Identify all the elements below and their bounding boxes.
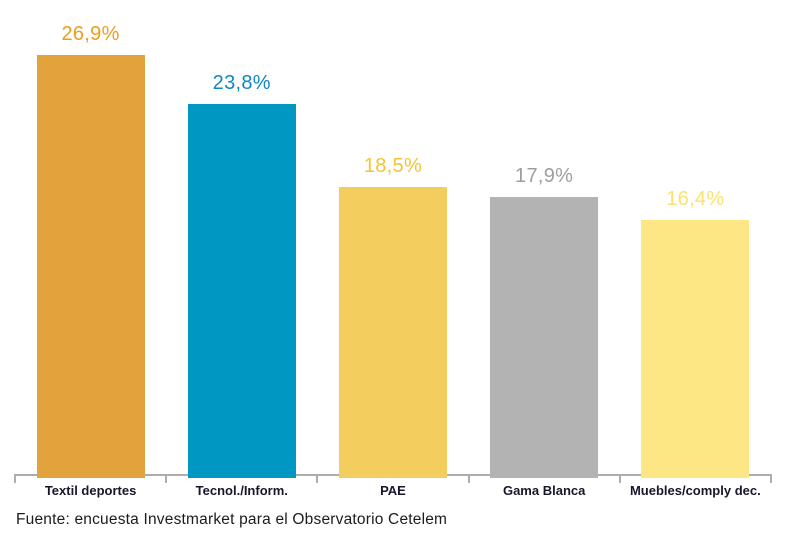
category-label: Tecnol./Inform. (195, 483, 288, 498)
bars-container: 26,9% 23,8% 18,5% 17,9% 16,4% (15, 0, 771, 478)
bar-group: 17,9% (469, 0, 620, 478)
bar-value-label: 26,9% (61, 23, 120, 45)
source-caption: Fuente: encuesta Investmarket para el Ob… (16, 511, 448, 528)
bar (641, 220, 750, 478)
bar (338, 187, 447, 478)
bar (187, 104, 296, 478)
bar (36, 55, 145, 478)
bar-group: 16,4% (620, 0, 771, 478)
bar-value-label: 18,5% (363, 155, 423, 177)
bar-group: 23,8% (166, 0, 317, 478)
bar (490, 197, 599, 478)
bar-group: 26,9% (15, 0, 166, 478)
x-axis-tick (165, 474, 168, 483)
category-label: Textil deportes (44, 483, 137, 498)
x-axis-tick (618, 474, 621, 483)
category-label: Gama Blanca (502, 483, 586, 498)
bar-group: 18,5% (317, 0, 468, 478)
category-label: PAE (380, 483, 406, 498)
bar-value-label: 17,9% (515, 165, 574, 187)
category-label: Muebles/comply dec. (629, 483, 761, 498)
x-axis-tick (316, 474, 319, 483)
bar-value-label: 23,8% (212, 72, 271, 94)
x-axis-tick (14, 474, 16, 483)
category-labels-row: Textil deportes Tecnol./Inform. PAE Gama Bl… (15, 483, 771, 499)
bar-value-label: 16,4% (666, 188, 725, 210)
x-axis-tick (770, 474, 772, 483)
x-axis-tick (467, 474, 470, 483)
plot-area: 26,9% 23,8% 18,5% 17,9% 16,4% (14, 0, 772, 483)
